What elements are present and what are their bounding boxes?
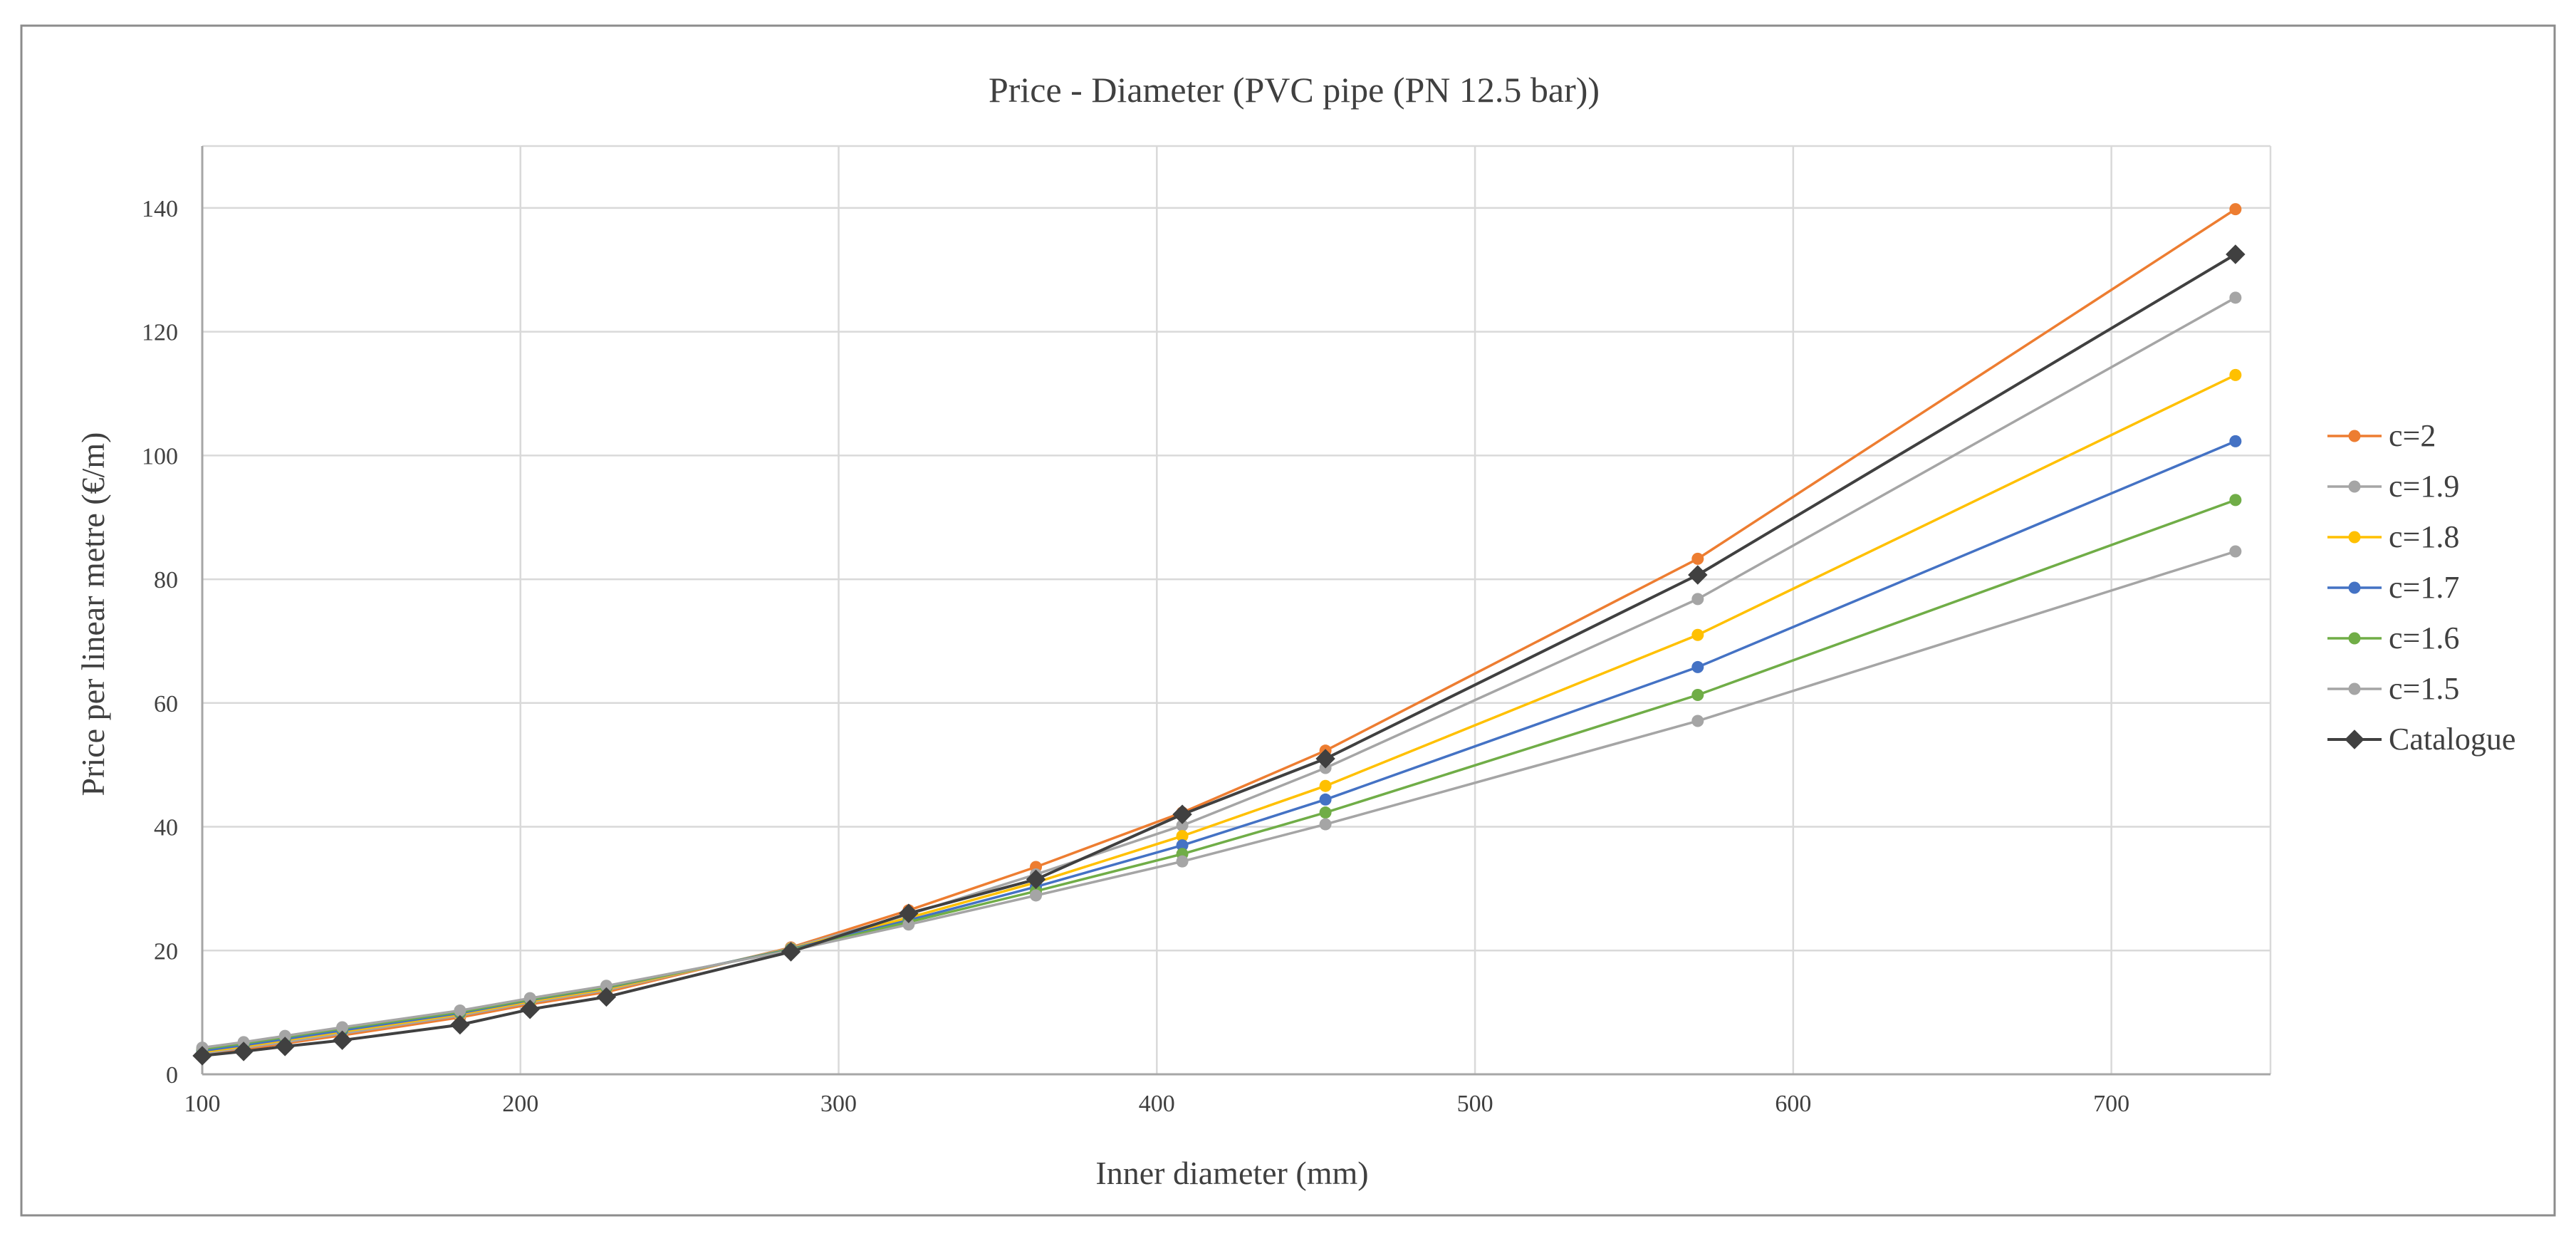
legend-label: c=1.9 bbox=[2389, 469, 2459, 504]
data-point-catalogue bbox=[1688, 565, 1708, 585]
x-tick-label: 500 bbox=[1457, 1091, 1493, 1117]
data-point-c-1-5 bbox=[1319, 818, 1332, 831]
legend-entry-c-1-9: c=1.9 bbox=[2327, 469, 2459, 504]
legend-label: c=1.6 bbox=[2389, 620, 2459, 655]
data-point-c-2 bbox=[1691, 552, 1704, 565]
y-axis-label: Price per linear metre (€/m) bbox=[75, 432, 111, 796]
legend-label: c=1.7 bbox=[2389, 570, 2459, 605]
data-point-catalogue bbox=[899, 903, 919, 923]
data-point-c-1-9 bbox=[1176, 819, 1189, 832]
data-point-c-1-7 bbox=[1319, 793, 1332, 806]
y-tick-label: 80 bbox=[154, 567, 178, 593]
legend-marker bbox=[2348, 682, 2361, 695]
data-point-c-1-5 bbox=[902, 918, 915, 931]
data-point-c-1-7 bbox=[2229, 435, 2242, 447]
data-point-catalogue bbox=[1026, 869, 1046, 890]
data-point-catalogue bbox=[275, 1037, 295, 1056]
data-point-c-2 bbox=[2229, 203, 2242, 216]
legend-entry-c-1-6: c=1.6 bbox=[2327, 620, 2459, 655]
legend-label: c=1.5 bbox=[2389, 671, 2459, 706]
legend-label: c=2 bbox=[2389, 418, 2436, 453]
legend-marker bbox=[2345, 729, 2364, 749]
data-point-catalogue bbox=[332, 1030, 353, 1050]
data-point-c-1-6 bbox=[1319, 806, 1332, 819]
data-point-c-1-5 bbox=[1691, 715, 1704, 727]
data-point-c-1-5 bbox=[454, 1004, 466, 1017]
series-line-c-1-5 bbox=[202, 550, 2236, 1049]
x-tick-label: 300 bbox=[820, 1091, 857, 1117]
data-point-c-1-5 bbox=[600, 980, 612, 992]
series-group bbox=[192, 203, 2246, 1066]
legend-entry-catalogue: Catalogue bbox=[2327, 722, 2515, 757]
chart-frame bbox=[20, 24, 2556, 1217]
x-tick-label: 700 bbox=[2093, 1091, 2129, 1117]
y-tick-label: 140 bbox=[142, 196, 178, 222]
data-point-catalogue bbox=[596, 987, 617, 1007]
y-tick-label: 0 bbox=[166, 1062, 178, 1089]
series-catalogue bbox=[192, 244, 2246, 1066]
legend-entry-c-1-5: c=1.5 bbox=[2327, 671, 2459, 706]
data-point-catalogue bbox=[192, 1046, 212, 1066]
legend-marker bbox=[2348, 480, 2361, 493]
data-point-c-1-8 bbox=[1691, 628, 1704, 641]
data-point-catalogue bbox=[781, 942, 801, 962]
legend-label: Catalogue bbox=[2389, 722, 2515, 757]
data-point-c-1-8 bbox=[1176, 830, 1189, 843]
x-tick-label: 200 bbox=[502, 1091, 538, 1117]
data-point-c-1-5 bbox=[1030, 889, 1043, 902]
data-point-catalogue bbox=[234, 1042, 254, 1061]
y-tick-label: 40 bbox=[154, 815, 178, 841]
data-point-c-1-5 bbox=[1176, 855, 1189, 868]
legend: c=2 c=1.9 c=1.8 c=1.7 c=1.6 c=1.5 Catalogue bbox=[2327, 418, 2515, 757]
data-point-c-1-5 bbox=[2229, 545, 2242, 558]
data-point-catalogue bbox=[1315, 749, 1335, 769]
data-point-catalogue bbox=[2226, 244, 2246, 264]
legend-marker bbox=[2348, 581, 2361, 594]
legend-entry-c-1-7: c=1.7 bbox=[2327, 570, 2459, 605]
data-point-c-1-9 bbox=[1691, 593, 1704, 606]
x-tick-label: 100 bbox=[184, 1091, 221, 1117]
data-point-c-1-6 bbox=[2229, 494, 2242, 507]
y-tick-label: 60 bbox=[154, 691, 178, 717]
data-point-c-1-5 bbox=[278, 1029, 291, 1042]
legend-marker bbox=[2348, 632, 2361, 645]
y-tick-labels: 0 20 40 60 80 100 120 140 bbox=[142, 196, 178, 1089]
data-point-c-1-7 bbox=[1176, 839, 1189, 852]
data-point-catalogue bbox=[520, 999, 540, 1019]
y-tick-label: 100 bbox=[142, 443, 178, 469]
legend-entry-c-2: c=2 bbox=[2327, 418, 2436, 453]
y-tick-label: 20 bbox=[154, 938, 178, 965]
legend-entry-c-1-8: c=1.8 bbox=[2327, 519, 2459, 554]
series-line-catalogue bbox=[202, 253, 2236, 1057]
data-point-c-1-7 bbox=[1691, 660, 1704, 673]
chart-title: Price - Diameter (PVC pipe (PN 12.5 bar)… bbox=[989, 70, 1600, 110]
legend-marker bbox=[2348, 430, 2361, 442]
legend-label: c=1.8 bbox=[2389, 519, 2459, 554]
data-point-catalogue bbox=[450, 1014, 470, 1035]
axes bbox=[201, 146, 2270, 1076]
data-point-c-1-8 bbox=[1319, 779, 1332, 792]
data-point-c-1-8 bbox=[2229, 368, 2242, 381]
data-point-c-1-5 bbox=[336, 1021, 349, 1034]
data-point-catalogue bbox=[1172, 804, 1192, 824]
gridlines bbox=[202, 145, 2272, 1074]
legend-marker bbox=[2348, 531, 2361, 544]
y-tick-label: 120 bbox=[142, 320, 178, 346]
data-point-c-1-9 bbox=[2229, 291, 2242, 304]
x-axis-label: Inner diameter (mm) bbox=[1095, 1155, 1368, 1191]
data-point-c-1-6 bbox=[1691, 689, 1704, 702]
x-tick-labels: 100 200 300 400 500 600 700 bbox=[184, 1091, 2130, 1117]
data-point-c-1-5 bbox=[523, 992, 536, 1004]
x-tick-label: 600 bbox=[1775, 1091, 1811, 1117]
x-tick-label: 400 bbox=[1139, 1091, 1175, 1117]
